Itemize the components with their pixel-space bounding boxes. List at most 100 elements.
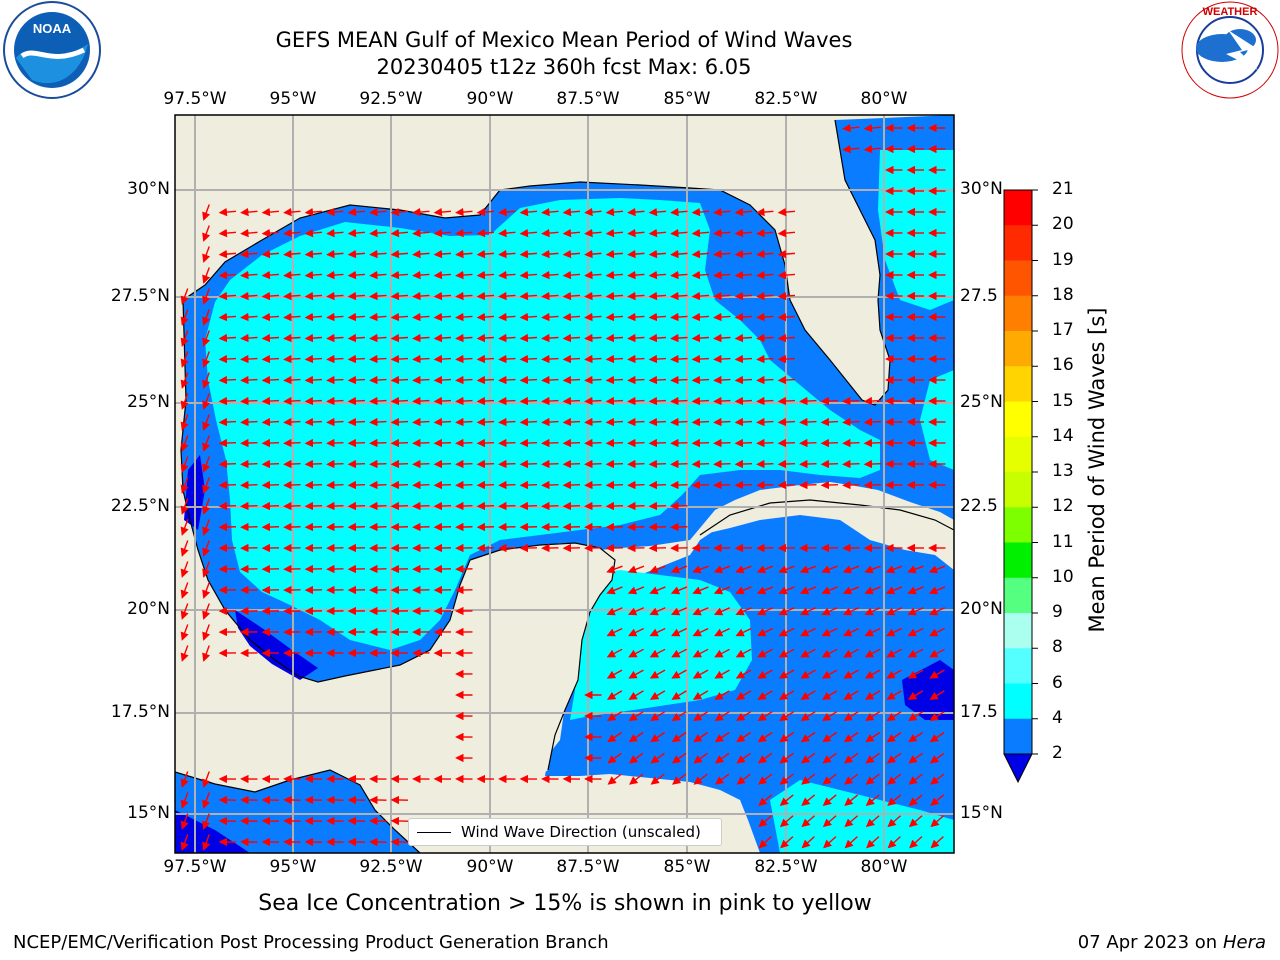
wave-direction-arrow — [628, 669, 644, 679]
wave-direction-arrow — [863, 123, 882, 133]
wave-direction-arrow — [584, 333, 602, 343]
wave-direction-arrow — [283, 396, 301, 406]
wave-direction-arrow — [202, 645, 211, 662]
wave-direction-arrow — [369, 459, 387, 469]
wave-direction-arrow — [261, 312, 280, 322]
wave-direction-arrow — [541, 312, 559, 322]
wave-direction-arrow — [649, 669, 666, 679]
colorbar-segment — [1004, 648, 1032, 684]
wave-direction-arrow — [476, 228, 495, 238]
wave-direction-arrow — [304, 375, 323, 385]
wave-direction-arrow — [735, 648, 752, 658]
wave-direction-arrow — [202, 330, 211, 347]
wave-direction-arrow — [605, 501, 624, 511]
wave-direction-arrow — [369, 396, 387, 406]
wave-direction-arrow — [843, 669, 859, 679]
wave-direction-arrow — [519, 438, 538, 448]
wave-direction-arrow — [607, 711, 623, 722]
wave-direction-arrow — [734, 207, 753, 217]
wave-direction-arrow — [240, 249, 258, 259]
wave-direction-arrow — [779, 773, 794, 785]
wave-direction-arrow — [627, 501, 645, 511]
wave-direction-arrow — [670, 333, 688, 343]
wave-direction-arrow — [756, 417, 774, 427]
wave-direction-arrow — [886, 752, 902, 764]
wave-direction-arrow — [326, 417, 344, 427]
wave-direction-arrow — [713, 396, 731, 406]
wave-direction-arrow — [390, 480, 409, 490]
wave-direction-arrow — [433, 333, 452, 343]
wave-direction-arrow — [584, 249, 602, 259]
lat-tick-left: 22.5°N — [110, 496, 170, 516]
wave-direction-arrow — [648, 312, 667, 322]
wave-direction-arrow — [672, 773, 687, 785]
wave-direction-arrow — [476, 207, 495, 217]
wave-direction-arrow — [907, 690, 924, 700]
wave-direction-arrow — [648, 291, 667, 301]
wave-direction-arrow — [929, 752, 945, 764]
lon-tick-bottom: 90°W — [466, 857, 514, 877]
wave-direction-arrow — [713, 333, 731, 343]
colorbar-segment — [1004, 472, 1032, 508]
wave-direction-arrow — [240, 312, 258, 322]
wave-direction-arrow — [736, 773, 751, 785]
wave-direction-arrow — [218, 291, 237, 301]
wave-direction-arrow — [218, 375, 237, 385]
lon-tick-bottom: 95°W — [269, 857, 317, 877]
caribbean-water-4-6s — [570, 570, 752, 720]
wave-direction-arrow — [202, 624, 211, 641]
wave-direction-arrow — [541, 249, 559, 259]
wave-direction-arrow — [584, 291, 602, 301]
wave-direction-arrow — [777, 228, 796, 238]
wave-direction-arrow — [562, 438, 581, 448]
wave-direction-arrow — [757, 627, 774, 637]
wave-direction-arrow — [433, 459, 452, 469]
wave-direction-arrow — [735, 690, 752, 700]
wave-direction-arrow — [347, 312, 366, 322]
wave-direction-arrow — [562, 501, 581, 511]
wave-direction-arrow — [562, 417, 581, 427]
wave-direction-arrow — [390, 438, 409, 448]
wave-direction-arrow — [390, 291, 409, 301]
colorbar-segment — [1004, 331, 1032, 367]
lat-tick-left: 27.5°N — [110, 286, 170, 306]
wave-direction-arrow — [605, 396, 624, 406]
colorbar-tick-label: 4 — [1052, 707, 1063, 728]
lat-tick-right: 25°N — [960, 392, 1003, 412]
wave-direction-arrow — [885, 607, 903, 616]
wave-direction-arrow — [844, 794, 859, 806]
wave-direction-arrow — [433, 375, 452, 385]
wave-direction-arrow — [628, 711, 644, 722]
wave-direction-arrow — [455, 501, 473, 511]
wave-direction-arrow — [584, 417, 602, 427]
wave-direction-arrow — [283, 438, 301, 448]
lon-tick-top: 80°W — [860, 89, 908, 109]
lon-tick-top: 85°W — [663, 89, 711, 109]
wave-direction-arrow — [283, 249, 301, 259]
wave-direction-arrow — [433, 207, 452, 217]
wave-direction-arrow — [455, 354, 473, 364]
lon-tick-bottom: 82.5°W — [754, 857, 818, 877]
wave-direction-arrow — [326, 333, 344, 343]
wave-direction-arrow — [842, 459, 860, 469]
wave-direction-arrow — [605, 333, 624, 343]
wave-direction-arrow — [455, 228, 473, 238]
wave-direction-arrow — [734, 228, 753, 238]
map-title-line1: GEFS MEAN Gulf of Mexico Mean Period of … — [275, 28, 853, 52]
wave-direction-arrow — [842, 607, 860, 616]
wave-direction-arrow — [218, 249, 237, 259]
wave-direction-arrow — [713, 480, 731, 490]
wave-direction-arrow — [801, 794, 816, 806]
lat-tick-right: 27.5 — [960, 286, 998, 306]
wave-direction-arrow — [607, 773, 622, 785]
colorbar-tick-label: 14 — [1052, 425, 1074, 446]
wave-direction-arrow — [865, 752, 880, 764]
wave-direction-arrow — [412, 291, 430, 301]
wave-direction-arrow — [821, 565, 838, 574]
wave-direction-arrow — [777, 291, 796, 301]
wave-direction-arrow — [713, 459, 731, 469]
wave-direction-arrow — [736, 752, 751, 764]
wave-direction-arrow — [671, 731, 687, 743]
wave-direction-arrow — [180, 540, 189, 557]
wave-direction-arrow — [864, 565, 881, 574]
